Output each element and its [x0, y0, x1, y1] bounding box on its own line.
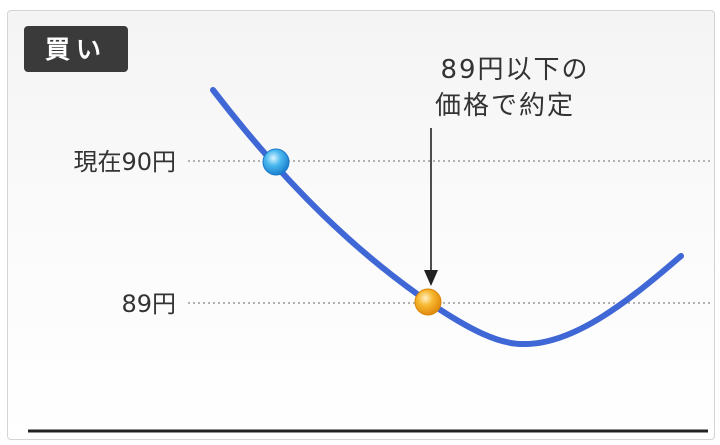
buy-badge — [24, 26, 128, 72]
annotation-line-2: 価格で約定 — [435, 91, 575, 121]
buy-badge-label: 買い — [45, 35, 107, 64]
annotation-line-1: 89円以下の — [440, 55, 589, 85]
current-price-point — [262, 148, 290, 176]
current-price-label: 現在90円 — [73, 148, 176, 176]
annotation-arrow-head — [424, 270, 438, 286]
execution-price-point — [414, 288, 442, 316]
order-type-card — [7, 10, 715, 440]
price-curve — [210, 87, 684, 348]
target-price-label: 89円 — [121, 290, 176, 318]
